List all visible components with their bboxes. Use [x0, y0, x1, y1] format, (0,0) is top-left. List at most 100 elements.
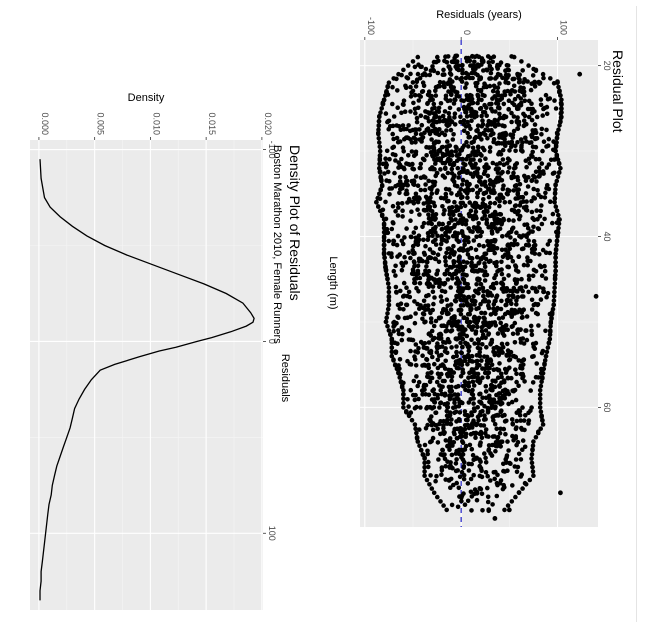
residual-point [495, 482, 500, 488]
residual-point [445, 277, 451, 282]
residual-point [417, 258, 422, 264]
residual-point [465, 195, 470, 200]
residual-point [496, 367, 501, 373]
residual-point [520, 233, 526, 238]
residual-point [473, 331, 479, 336]
residual-point [470, 452, 476, 458]
residual-point [463, 387, 468, 393]
residual-point [529, 134, 535, 140]
residual-point [444, 147, 450, 153]
residual-point [463, 297, 469, 303]
residual-point [433, 318, 439, 324]
residual-point [455, 504, 461, 510]
residual-point [396, 205, 401, 210]
residual-point [443, 225, 449, 231]
residual-x-tick-label: 60 [602, 402, 612, 412]
residual-point [400, 208, 405, 213]
residual-point [463, 109, 468, 115]
residual-point [447, 438, 453, 443]
residual-point [420, 89, 426, 94]
residual-point [429, 137, 434, 142]
residual-point [529, 460, 535, 466]
residual-point [479, 468, 484, 474]
residual-point [445, 246, 451, 252]
residual-point [393, 209, 398, 214]
residual-point [445, 421, 451, 426]
residual-point [447, 271, 452, 277]
residual-point [523, 178, 529, 183]
residual-x-axis-label: Length (m) [327, 256, 339, 309]
residual-point [499, 374, 504, 380]
residual-point [423, 72, 429, 78]
residual-point [435, 440, 441, 445]
residual-point [378, 110, 383, 115]
residual-point [433, 93, 439, 98]
residual-point [477, 158, 483, 163]
residual-point [491, 83, 497, 89]
residual-point [541, 171, 546, 176]
residual-point [395, 201, 401, 206]
residual-point [413, 131, 419, 137]
residual-point [537, 392, 543, 397]
residual-point [410, 59, 416, 64]
residual-point [396, 165, 401, 170]
residual-point [468, 245, 474, 251]
residual-point [548, 328, 553, 333]
residual-point [428, 195, 433, 200]
residual-point [460, 182, 465, 187]
residual-point [414, 119, 420, 125]
residual-point [495, 269, 500, 274]
residual-point [521, 294, 526, 299]
residual-point [558, 165, 563, 171]
residual-point [386, 298, 392, 303]
residual-point [392, 362, 398, 368]
residual-point [471, 139, 477, 144]
residual-point [502, 469, 508, 474]
residual-point [491, 301, 497, 307]
residual-point [478, 423, 484, 428]
residual-point [553, 264, 558, 269]
residual-point [403, 191, 409, 197]
residual-point [472, 302, 477, 307]
residual-point [438, 499, 443, 504]
residual-point [447, 254, 453, 260]
residual-point [558, 118, 563, 124]
residual-point [488, 478, 493, 483]
residual-point [448, 307, 454, 312]
residual-point [478, 486, 484, 492]
residual-point [483, 328, 489, 333]
residual-point [391, 114, 397, 119]
residual-point [483, 256, 489, 262]
residual-point [514, 469, 520, 475]
residual-point [542, 268, 548, 274]
residual-point [469, 337, 474, 343]
residual-point [507, 365, 512, 371]
residual-point [451, 212, 456, 218]
residual-point [556, 84, 561, 90]
residual-outlier-point [577, 71, 583, 77]
residual-point [458, 374, 464, 379]
residual-point [408, 337, 414, 343]
residual-point [504, 298, 510, 303]
residual-point [494, 100, 499, 106]
residual-point [443, 194, 449, 200]
residual-point [470, 109, 476, 114]
residual-point [466, 461, 472, 467]
residual-point [393, 152, 398, 158]
residual-point [381, 251, 387, 256]
residual-point [477, 412, 483, 418]
residual-point [460, 344, 465, 350]
residual-point [524, 208, 530, 213]
residual-point [448, 72, 454, 77]
residual-point [455, 436, 460, 441]
residual-point [500, 234, 505, 239]
residual-point [396, 160, 402, 165]
residual-point [415, 301, 420, 307]
residual-point [494, 246, 500, 251]
residual-point [477, 399, 482, 405]
residual-point [535, 302, 541, 307]
residual-point [486, 299, 492, 305]
residual-point [488, 70, 494, 76]
residual-point [432, 400, 438, 405]
